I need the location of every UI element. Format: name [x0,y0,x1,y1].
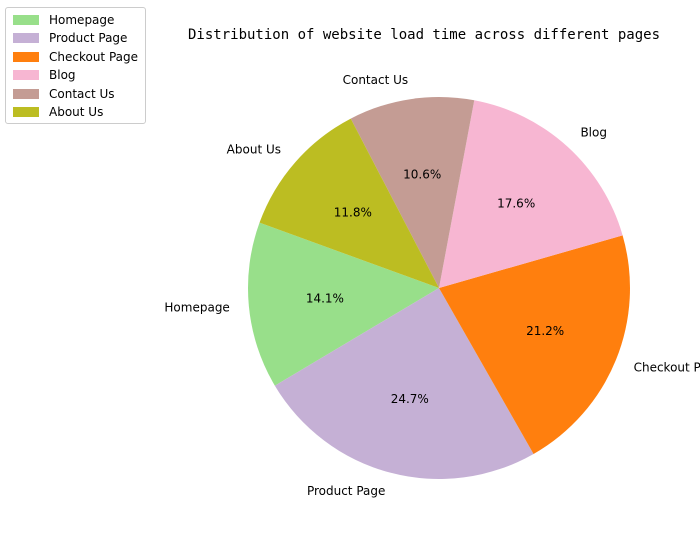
pie-slice-checkout-page [439,235,630,454]
pie-pct-label: 17.6% [497,196,535,210]
pie-pct-label: 11.8% [334,205,372,219]
legend-swatch [13,107,39,117]
legend-swatch [13,51,39,62]
legend-label: Homepage [49,12,115,27]
pie-pct-label: 21.2% [526,324,564,338]
pie-slice-product-page [274,288,534,479]
pie-pct-label: 24.7% [391,392,429,406]
legend-label: Product Page [49,31,128,45]
pie-category-label: Product Page [307,484,385,498]
legend: Homepage Product Page Checkout Page Blog… [5,7,146,124]
legend-label: Contact Us [49,86,115,101]
legend-item-homepage: Homepage [13,10,114,29]
legend-label: Blog [49,68,76,82]
legend-item-contact-us: Contact Us [13,84,115,103]
pie-slice-about-us [259,118,439,288]
legend-label: Checkout Page [49,49,139,64]
legend-label: About Us [49,105,104,119]
pie-category-label: Contact Us [343,73,409,87]
chart-title: Distribution of website load time across… [188,27,661,43]
legend-item-checkout-page: Checkout Page [13,47,138,66]
pie-slice-contact-us [350,96,475,289]
pie-category-label: Homepage [164,301,229,315]
legend-swatch [13,14,39,25]
legend-swatch [13,70,39,80]
legend-item-product-page: Product Page [13,29,127,48]
legend-item-about-us: About Us [13,103,103,122]
pie-slice-homepage [247,222,439,386]
legend-swatch [13,88,39,99]
pie-slice-blog [439,100,623,288]
pie-category-label: Checkout Page [634,360,700,374]
pie-pct-label: 10.6% [403,168,441,182]
pie-category-label: About Us [227,143,281,157]
legend-item-blog: Blog [13,66,76,85]
legend-swatch [13,33,39,43]
pie-category-label: Blog [580,126,607,140]
pie-pct-label: 14.1% [306,292,344,306]
